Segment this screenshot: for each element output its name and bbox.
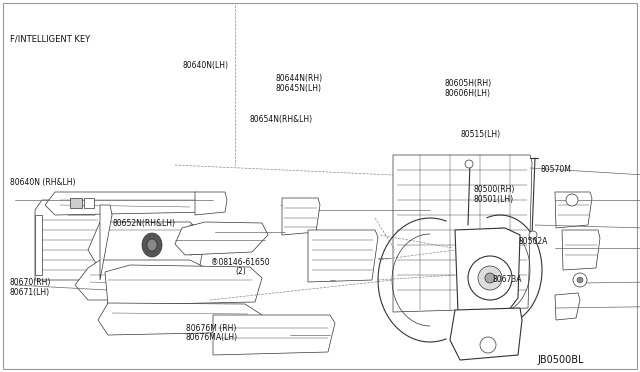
Text: 80605H(RH): 80605H(RH) bbox=[445, 79, 492, 88]
Polygon shape bbox=[455, 228, 520, 315]
Ellipse shape bbox=[142, 233, 162, 257]
Text: F/INTELLIGENT KEY: F/INTELLIGENT KEY bbox=[10, 35, 90, 44]
Ellipse shape bbox=[465, 160, 473, 168]
Polygon shape bbox=[68, 198, 98, 215]
Text: 80652N(RH&LH): 80652N(RH&LH) bbox=[112, 219, 175, 228]
Text: (2): (2) bbox=[236, 267, 246, 276]
Polygon shape bbox=[75, 260, 210, 300]
Text: 80501(LH): 80501(LH) bbox=[474, 195, 514, 204]
Text: ®08146-61650: ®08146-61650 bbox=[211, 258, 270, 267]
Text: 80640N(LH): 80640N(LH) bbox=[182, 61, 228, 70]
Polygon shape bbox=[35, 215, 42, 275]
Polygon shape bbox=[555, 192, 592, 228]
Ellipse shape bbox=[573, 273, 587, 287]
Polygon shape bbox=[450, 308, 522, 360]
Polygon shape bbox=[195, 192, 227, 215]
Polygon shape bbox=[213, 315, 335, 355]
Text: 80670(RH): 80670(RH) bbox=[10, 278, 51, 287]
Polygon shape bbox=[282, 198, 320, 235]
Text: 80640N (RH&LH): 80640N (RH&LH) bbox=[10, 178, 75, 187]
Ellipse shape bbox=[147, 239, 157, 251]
Polygon shape bbox=[308, 230, 378, 282]
Ellipse shape bbox=[485, 273, 495, 283]
Text: 80671(LH): 80671(LH) bbox=[10, 288, 50, 296]
Text: 80500(RH): 80500(RH) bbox=[474, 185, 515, 194]
Polygon shape bbox=[175, 222, 268, 255]
Text: 80515(LH): 80515(LH) bbox=[461, 130, 501, 139]
Polygon shape bbox=[562, 230, 600, 270]
Ellipse shape bbox=[577, 277, 583, 283]
Text: 80673A: 80673A bbox=[493, 275, 522, 284]
Text: JB0500BL: JB0500BL bbox=[538, 355, 584, 365]
Text: 80502A: 80502A bbox=[518, 237, 548, 246]
Text: 80676MA(LH): 80676MA(LH) bbox=[186, 333, 237, 342]
Polygon shape bbox=[45, 192, 215, 215]
Polygon shape bbox=[100, 205, 112, 280]
Text: 80606H(LH): 80606H(LH) bbox=[445, 89, 491, 98]
Text: 80644N(RH): 80644N(RH) bbox=[275, 74, 323, 83]
Polygon shape bbox=[88, 222, 205, 270]
Text: 80570M: 80570M bbox=[541, 165, 572, 174]
Ellipse shape bbox=[529, 231, 537, 239]
Polygon shape bbox=[35, 200, 105, 280]
Ellipse shape bbox=[566, 194, 578, 206]
Text: 80654N(RH&LH): 80654N(RH&LH) bbox=[250, 115, 313, 124]
Ellipse shape bbox=[468, 256, 512, 300]
Polygon shape bbox=[393, 155, 532, 312]
Polygon shape bbox=[98, 303, 262, 335]
Polygon shape bbox=[190, 225, 218, 255]
Polygon shape bbox=[555, 293, 580, 320]
Bar bbox=[84, 198, 94, 208]
Polygon shape bbox=[105, 265, 262, 305]
Text: 80676M (RH): 80676M (RH) bbox=[186, 324, 236, 333]
Ellipse shape bbox=[480, 337, 496, 353]
Text: 80645N(LH): 80645N(LH) bbox=[275, 84, 321, 93]
Ellipse shape bbox=[478, 266, 502, 290]
Bar bbox=[70, 198, 82, 208]
